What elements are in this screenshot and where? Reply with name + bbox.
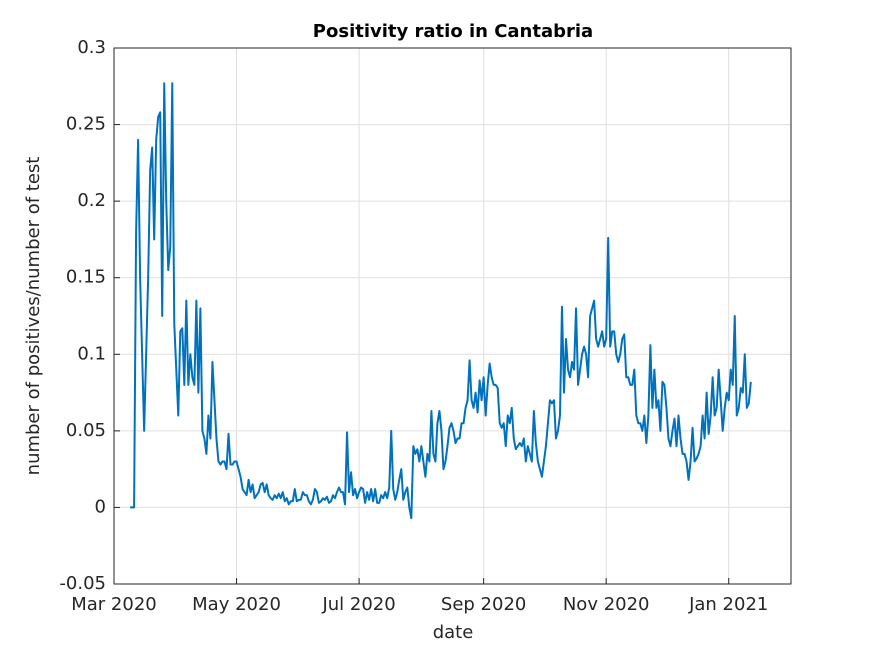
x-tick-label: Sep 2020 <box>441 594 526 615</box>
y-axis-label: number of positives/number of test <box>23 157 44 476</box>
y-tick-label: 0.1 <box>77 343 106 364</box>
y-tick-label: 0.2 <box>77 190 106 211</box>
data-line <box>130 82 752 520</box>
x-tick-label: May 2020 <box>192 594 281 615</box>
y-tick-label: 0.15 <box>66 267 106 288</box>
y-tick-label: 0.05 <box>66 420 106 441</box>
x-tick-label: Jan 2021 <box>688 594 768 615</box>
y-tick-label: -0.05 <box>59 573 106 594</box>
y-tick-label: 0 <box>95 496 106 517</box>
plot-area <box>114 48 791 584</box>
axes-box <box>113 47 792 585</box>
y-tick-label: 0.3 <box>77 37 106 58</box>
chart-title: Positivity ratio in Cantabria <box>313 21 593 42</box>
x-tick-label: Jul 2020 <box>321 594 395 615</box>
x-tick-label: Nov 2020 <box>563 594 650 615</box>
y-tick-label: 0.25 <box>66 114 106 135</box>
x-tick-label: Mar 2020 <box>71 594 157 615</box>
x-axis-label: date <box>433 622 474 643</box>
